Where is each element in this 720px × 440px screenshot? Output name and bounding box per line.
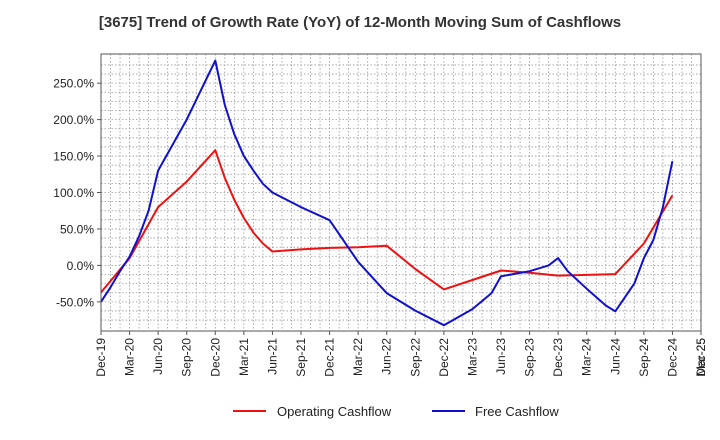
y-tick-label: 100.0%	[53, 186, 94, 200]
x-tick-label: Dec-20	[208, 338, 222, 377]
x-tick-label: Dec-22	[437, 338, 451, 377]
y-tick-label: 0.0%	[67, 259, 95, 273]
y-tick-label: 200.0%	[53, 113, 94, 127]
x-tick-label: Mar-24	[580, 338, 594, 376]
x-tick-label: Mar-22	[351, 338, 365, 376]
x-tick-label: Jun-21	[265, 338, 279, 375]
chart-title: [3675] Trend of Growth Rate (YoY) of 12-…	[98, 14, 622, 31]
y-tick-label: 250.0%	[53, 77, 94, 91]
legend-label-0: Operating Cashflow	[277, 404, 392, 419]
x-tick-label: Sep-23	[523, 338, 537, 377]
x-tick-label: Dec-19	[94, 338, 108, 377]
x-tick-label: Jun-24	[608, 338, 622, 375]
x-tick-label: Mar-21	[237, 338, 251, 376]
x-tick-label: Dec-24	[665, 338, 679, 377]
x-tick-label: Mar-23	[465, 338, 479, 376]
y-tick-label: 50.0%	[60, 222, 94, 236]
x-tick-label: Sep-24	[637, 338, 651, 377]
series-line-1	[100, 59, 674, 327]
x-tick-label: Dec-23	[551, 338, 565, 377]
grid-layer	[100, 54, 702, 331]
x-tick-label: Dec-21	[323, 338, 337, 377]
series-line-0	[100, 149, 674, 294]
series-layer	[100, 59, 674, 327]
plot-area	[101, 54, 701, 331]
x-tick-label: Jun-23	[494, 338, 508, 375]
y-tick-label: 150.0%	[53, 150, 94, 164]
x-tick-label: Sep-20	[180, 338, 194, 377]
axis-layer: 250.0% 200.0% 150.0% 100.0% 50.0% 0.0% -50.0% D…	[53, 53, 708, 377]
legend-layer: Operating Cashflow Free Cashflow	[233, 404, 559, 419]
x-tick-label: Mar-25	[694, 338, 708, 376]
x-tick-label: Sep-22	[408, 338, 422, 377]
x-tick-label: Sep-21	[294, 338, 308, 377]
x-tick-label: Jun-20	[151, 338, 165, 375]
x-tick-label: Jun-22	[380, 338, 394, 375]
x-tick-label: Dec-25	[694, 338, 708, 377]
legend-label-1: Free Cashflow	[475, 404, 559, 419]
y-tick-label: -50.0%	[56, 295, 94, 309]
x-tick-label: Mar-20	[123, 338, 137, 376]
